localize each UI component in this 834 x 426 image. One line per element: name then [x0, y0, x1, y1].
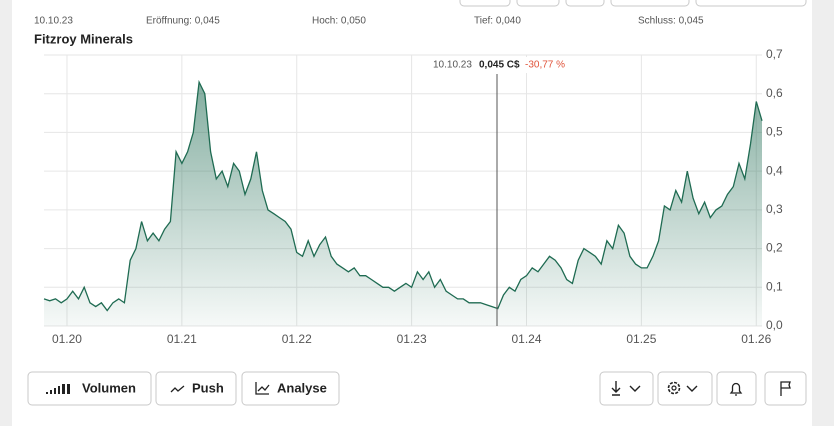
plot: 0,0 0,1 0,2 0,3 0,4 0,5 0,6 0,7 01.20 01.21 01.22 0…: [43, 47, 783, 346]
x-tick-label: 01.22: [282, 332, 312, 346]
icon: [46, 384, 70, 394]
date: 10.10.23: [34, 16, 73, 27]
tooltip-date: 10.10.23: [433, 60, 472, 71]
button-settings[interactable]: [657, 371, 713, 406]
chart-title: Fitzroy Minerals: [34, 31, 133, 46]
button-volumen[interactable]: [27, 371, 152, 406]
button[interactable]: [610, 0, 690, 7]
button-push[interactable]: [155, 371, 237, 406]
x-tick-label: 01.23: [397, 332, 427, 346]
y-tick-label: 0,1: [766, 279, 783, 293]
button[interactable]: [516, 0, 560, 7]
button[interactable]: [695, 0, 807, 7]
x-tick-label: 01.24: [511, 332, 541, 346]
x-tick-label: 01.26: [741, 332, 771, 346]
y-tick-label: 0,0: [766, 318, 783, 332]
button-label: Push: [192, 380, 224, 395]
tooltip-price: 0,045 C$: [479, 60, 520, 71]
side-strip: [0, 0, 12, 426]
tooltip-change: -30,77 %: [525, 60, 565, 71]
x-tick-label: 01.21: [167, 332, 197, 346]
icon: [780, 381, 791, 396]
y-tick-label: 0,3: [766, 202, 783, 216]
tooltip-bg: [428, 57, 576, 73]
icon: [671, 385, 677, 391]
open: Eröffnung: 0,045: [146, 16, 220, 27]
y-tick-label: 0,6: [766, 86, 783, 100]
x-tick-label: 01.25: [626, 332, 656, 346]
side-strip: [812, 0, 834, 426]
x-tick-label: 01.20: [52, 332, 82, 346]
button-label: Analyse: [277, 380, 327, 395]
high: Hoch: 0,050: [312, 16, 366, 27]
icon: [686, 385, 698, 392]
y-tick-label: 0,4: [766, 163, 783, 177]
button-download[interactable]: [599, 371, 654, 406]
button[interactable]: [565, 0, 605, 7]
icon: [611, 381, 641, 396]
top-buttons: [459, 0, 807, 7]
icon: [170, 385, 185, 393]
button-label: Volumen: [82, 380, 136, 395]
icon: [729, 382, 743, 396]
low: Tief: 0,040: [474, 16, 521, 27]
icon: [255, 382, 270, 395]
y-tick-label: 0,7: [766, 47, 783, 61]
button-alert[interactable]: [716, 371, 757, 406]
icon: [667, 381, 681, 395]
area: [44, 82, 762, 326]
button-analyse[interactable]: [241, 371, 340, 406]
line: [43, 79, 763, 312]
y-tick-label: 0,2: [766, 241, 783, 255]
button[interactable]: [459, 0, 511, 7]
toolbar: Volumen Push Analyse: [27, 371, 807, 406]
y-tick-label: 0,5: [766, 125, 783, 139]
close: Schluss: 0,045: [638, 16, 704, 27]
